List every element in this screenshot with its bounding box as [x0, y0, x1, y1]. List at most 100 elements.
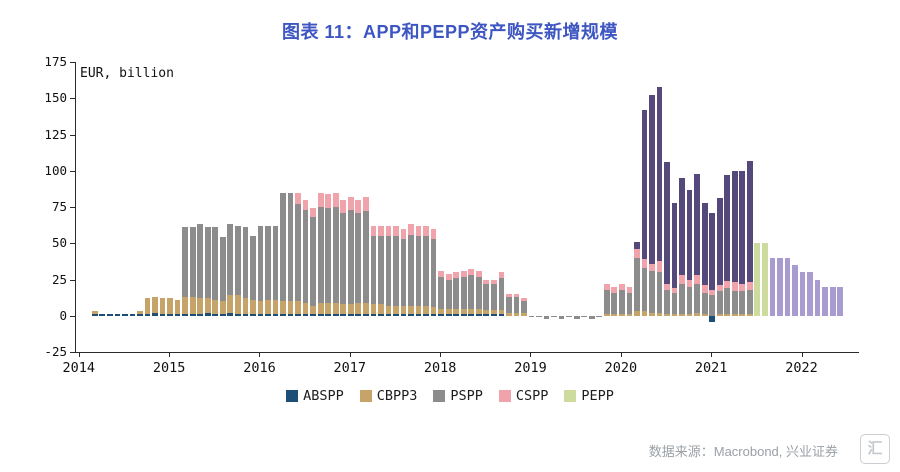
bar-segment-CBPP3	[641, 311, 648, 316]
bar-segment-PSPP	[671, 292, 678, 315]
bar-segment-CSPP	[340, 199, 347, 213]
bar-2017-06	[385, 62, 392, 352]
bar-segment-PEPP	[679, 178, 685, 276]
bar-segment-CBPP3	[716, 314, 723, 316]
y-tick-label: 0	[59, 307, 67, 323]
legend-swatch-abspp	[286, 390, 299, 402]
bar-segment-CSPP	[302, 199, 309, 210]
bar-segment-CBPP3	[618, 314, 625, 316]
legend-item-cspp: CSPP	[498, 388, 549, 404]
bar-2017-03	[362, 62, 369, 352]
bar-segment-PSPP	[694, 283, 700, 313]
bar-segment-PSPP	[265, 225, 271, 300]
bar-segment-CBPP3	[415, 305, 422, 315]
bar-segment-PSPP	[521, 301, 527, 313]
bar-segment-CSPP	[295, 192, 301, 205]
bar-segment-PSPP	[378, 236, 384, 305]
chart-legend: ABSPP CBPP3 PSPP CSPP PEPP	[0, 388, 900, 404]
x-tick-mark	[801, 352, 803, 357]
bar-segment-ABSPP	[408, 314, 414, 316]
bar-segment-CBPP3	[694, 312, 700, 316]
bar-segment-CBPP3	[385, 305, 392, 315]
bar-segment-ABSPP	[460, 314, 467, 316]
x-tick-label: 2022	[785, 360, 818, 376]
bar-segment-CSPP	[400, 228, 407, 239]
bar-segment-CSPP	[746, 282, 753, 290]
bar-segment-CBPP3	[204, 298, 211, 313]
bar-2016-04	[280, 62, 286, 352]
bar-segment-PSPP	[227, 224, 234, 296]
bar-segment-CSPP	[370, 225, 377, 236]
bar-segment-ABSPP	[295, 314, 301, 316]
bar-segment-ABSPP	[498, 314, 505, 316]
bar-segment-ABSPP	[152, 312, 158, 316]
bar-segment-CSPP	[716, 285, 723, 292]
bar-segment-ABSPP	[415, 314, 422, 316]
bar-2021-08	[762, 62, 768, 352]
bar-segment-ABSPP	[257, 314, 264, 316]
bar-segment-CBPP3	[724, 314, 731, 316]
bar-2022-05	[829, 62, 836, 352]
bar-segment-PSPP	[408, 234, 414, 306]
bar-segment-PSPP	[453, 278, 460, 309]
bar-segment-CBPP3	[189, 296, 196, 315]
bar-2015-12	[250, 62, 256, 352]
bar-segment-CBPP3	[137, 311, 143, 315]
bar-2018-07	[483, 62, 490, 352]
x-tick-mark	[78, 352, 80, 357]
legend-label: CSPP	[515, 388, 549, 404]
bar-segment-CSPP	[460, 270, 467, 277]
bar-2015-06	[204, 62, 211, 352]
y-tick-mark	[70, 207, 75, 208]
bar-segment-PSPP	[490, 283, 497, 310]
bar-segment-ABSPP	[122, 314, 128, 316]
bar-segment-ABSPP	[483, 314, 490, 316]
bar-segment-CSPP	[626, 286, 633, 293]
bar-segment-CBPP3	[302, 302, 309, 315]
bar-segment-ABSPP	[189, 314, 196, 316]
bar-segment-ABSPP	[144, 314, 151, 316]
bar-segment-PSPP	[362, 211, 369, 303]
bar-2020-03	[634, 62, 640, 352]
y-tick-label: 175	[44, 54, 67, 69]
bar-2016-07	[302, 62, 309, 352]
bar-segment-PEPP	[709, 212, 716, 290]
bar-2017-01	[347, 62, 354, 352]
bar-2014-10	[144, 62, 151, 352]
bar-segment-PSPP	[242, 227, 249, 299]
bar-segment-APP_plan	[814, 279, 821, 316]
bar-segment-ABSPP	[340, 314, 347, 316]
bar-segment-PSPP	[649, 270, 655, 313]
bar-segment-PSPP	[483, 283, 490, 310]
bar-2021-05	[739, 62, 746, 352]
x-tick-label: 2016	[243, 360, 276, 376]
bar-segment-PSPP	[280, 192, 286, 302]
bar-segment-PEPP_plan	[754, 243, 761, 316]
bar-segment-CBPP3	[671, 314, 678, 316]
bar-segment-CBPP3	[746, 314, 753, 316]
bar-segment-CBPP3	[739, 314, 746, 316]
x-tick-label: 2020	[604, 360, 638, 376]
bar-segment-CSPP	[618, 283, 625, 290]
bar-segment-CSPP	[468, 269, 475, 276]
bar-2020-12	[701, 62, 708, 352]
bar-segment-CBPP3	[280, 301, 286, 315]
y-tick-mark	[70, 62, 75, 63]
bar-segment-CSPP	[739, 283, 746, 292]
bar-segment-CBPP3	[212, 299, 219, 315]
bar-segment-ABSPP	[453, 314, 460, 316]
legend-swatch-pepp	[564, 390, 577, 402]
bar-segment-CBPP3	[182, 296, 189, 315]
bar-2016-02	[265, 62, 271, 352]
bar-segment-PSPP	[528, 315, 535, 318]
bar-segment-CSPP	[438, 270, 444, 277]
bar-segment-CBPP3	[521, 312, 527, 316]
bar-segment-PSPP	[536, 315, 542, 318]
x-tick-mark	[620, 352, 622, 357]
y-tick-mark	[70, 279, 75, 281]
bar-segment-PSPP	[588, 315, 595, 319]
bar-segment-APP_plan	[799, 272, 806, 316]
bar-segment-CBPP3	[152, 296, 158, 313]
bar-segment-ABSPP	[370, 314, 377, 316]
bar-segment-ABSPP	[91, 314, 98, 316]
